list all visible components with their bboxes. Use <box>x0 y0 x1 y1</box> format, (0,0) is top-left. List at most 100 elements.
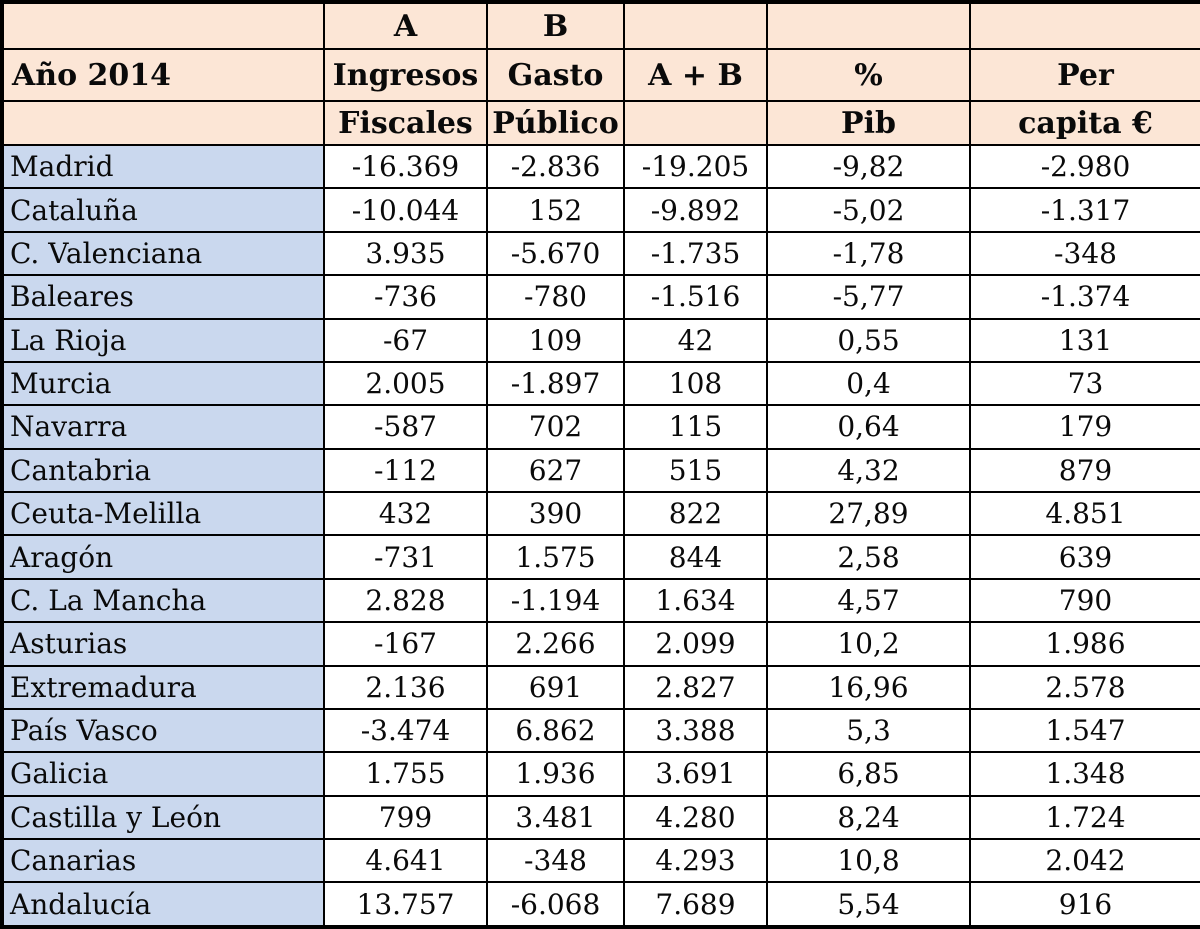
value-cell: 1.724 <box>969 794 1200 841</box>
value-cell: 702 <box>486 404 625 450</box>
table-row-aragon: Aragón -731 1.575 844 2,58 639 <box>1 534 1200 580</box>
table-row-andalucia: Andalucía 13.757 -6.068 7.689 5,54 916 <box>1 881 1200 928</box>
value-cell: -9,82 <box>766 143 971 190</box>
value-cell: 691 <box>486 664 625 710</box>
table-row-ceuta-melilla: Ceuta-Melilla 432 390 822 27,89 4.851 <box>1 490 1200 537</box>
region-cell: Cataluña <box>1 187 325 233</box>
value-cell: 6.862 <box>486 707 625 754</box>
value-cell: 5,54 <box>766 881 971 928</box>
region-cell: Murcia <box>1 360 325 407</box>
value-cell: 2.136 <box>323 664 488 710</box>
value-cell: 1.986 <box>969 621 1200 667</box>
value-cell: 13.757 <box>323 881 488 928</box>
region-cell: Extremadura <box>1 664 325 710</box>
value-cell: 1.634 <box>623 577 768 624</box>
value-cell: 3.481 <box>486 794 625 841</box>
table-row-valenciana: C. Valenciana 3.935 -5.670 -1.735 -1,78 … <box>1 230 1200 277</box>
value-cell: -167 <box>323 621 488 667</box>
value-cell: 5,3 <box>766 707 971 754</box>
table-row-madrid: Madrid -16.369 -2.836 -19.205 -9,82 -2.9… <box>1 143 1200 190</box>
value-cell: 0,64 <box>766 404 971 450</box>
value-cell: 179 <box>969 404 1200 450</box>
table-row-pais-vasco: País Vasco -3.474 6.862 3.388 5,3 1.547 <box>1 707 1200 754</box>
table-row-murcia: Murcia 2.005 -1.897 108 0,4 73 <box>1 360 1200 407</box>
table-row-galicia: Galicia 1.755 1.936 3.691 6,85 1.348 <box>1 751 1200 797</box>
table-row-cantabria: Cantabria -112 627 515 4,32 879 <box>1 447 1200 494</box>
value-cell: 0,55 <box>766 317 971 363</box>
region-cell: Canarias <box>1 837 325 884</box>
value-cell: 7.689 <box>623 881 768 928</box>
region-cell: Aragón <box>1 534 325 580</box>
value-cell: -587 <box>323 404 488 450</box>
value-cell: 1.575 <box>486 534 625 580</box>
value-cell: -1.317 <box>969 187 1200 233</box>
value-cell: 6,85 <box>766 751 971 797</box>
value-cell: -10.044 <box>323 187 488 233</box>
value-cell: -348 <box>969 230 1200 277</box>
table-row-castilla-leon: Castilla y León 799 3.481 4.280 8,24 1.7… <box>1 794 1200 841</box>
header-cell-blank <box>969 1 1200 50</box>
value-cell: -5.670 <box>486 230 625 277</box>
table-row-cataluna: Cataluña -10.044 152 -9.892 -5,02 -1.317 <box>1 187 1200 233</box>
region-cell: C. Valenciana <box>1 230 325 277</box>
value-cell: 8,24 <box>766 794 971 841</box>
value-cell: 799 <box>323 794 488 841</box>
value-cell: 10,2 <box>766 621 971 667</box>
value-cell: 10,8 <box>766 837 971 884</box>
header-cell-blank <box>1 1 325 50</box>
value-cell: 16,96 <box>766 664 971 710</box>
value-cell: 3.388 <box>623 707 768 754</box>
value-cell: 822 <box>623 490 768 537</box>
value-cell: 4.293 <box>623 837 768 884</box>
region-cell: Ceuta-Melilla <box>1 490 325 537</box>
table-row-baleares: Baleares -736 -780 -1.516 -5,77 -1.374 <box>1 274 1200 320</box>
value-cell: -736 <box>323 274 488 320</box>
region-cell: Madrid <box>1 143 325 190</box>
value-cell: 916 <box>969 881 1200 928</box>
value-cell: 1.348 <box>969 751 1200 797</box>
header-row-letters: A B <box>1 1 1200 50</box>
value-cell: 152 <box>486 187 625 233</box>
header-row-titles: Año 2014 Ingresos Gasto A + B % Per <box>1 48 1200 102</box>
header-cell-blank <box>766 1 971 50</box>
value-cell: 27,89 <box>766 490 971 537</box>
value-cell: -6.068 <box>486 881 625 928</box>
value-cell: 432 <box>323 490 488 537</box>
value-cell: -112 <box>323 447 488 494</box>
value-cell: -67 <box>323 317 488 363</box>
value-cell: 2.099 <box>623 621 768 667</box>
value-cell: 627 <box>486 447 625 494</box>
value-cell: 515 <box>623 447 768 494</box>
value-cell: -348 <box>486 837 625 884</box>
value-cell: -16.369 <box>323 143 488 190</box>
value-cell: 2.827 <box>623 664 768 710</box>
region-cell: Asturias <box>1 621 325 667</box>
value-cell: -9.892 <box>623 187 768 233</box>
table-row-extremadura: Extremadura 2.136 691 2.827 16,96 2.578 <box>1 664 1200 710</box>
value-cell: -3.474 <box>323 707 488 754</box>
value-cell: 109 <box>486 317 625 363</box>
region-cell: Baleares <box>1 274 325 320</box>
value-cell: 115 <box>623 404 768 450</box>
region-cell: Navarra <box>1 404 325 450</box>
value-cell: 4.280 <box>623 794 768 841</box>
value-cell: 3.935 <box>323 230 488 277</box>
value-cell: 42 <box>623 317 768 363</box>
value-cell: 73 <box>969 360 1200 407</box>
value-cell: 4,32 <box>766 447 971 494</box>
header-cell-per: Per <box>969 48 1200 102</box>
value-cell: -780 <box>486 274 625 320</box>
value-cell: 2.005 <box>323 360 488 407</box>
header-cell-fiscales: Fiscales <box>323 100 488 146</box>
value-cell: -2.836 <box>486 143 625 190</box>
value-cell: -1,78 <box>766 230 971 277</box>
value-cell: -1.897 <box>486 360 625 407</box>
region-cell: C. La Mancha <box>1 577 325 624</box>
header-cell-a-plus-b: A + B <box>623 48 768 102</box>
value-cell: 639 <box>969 534 1200 580</box>
value-cell: 2.828 <box>323 577 488 624</box>
value-cell: -1.194 <box>486 577 625 624</box>
value-cell: 2.266 <box>486 621 625 667</box>
value-cell: 844 <box>623 534 768 580</box>
